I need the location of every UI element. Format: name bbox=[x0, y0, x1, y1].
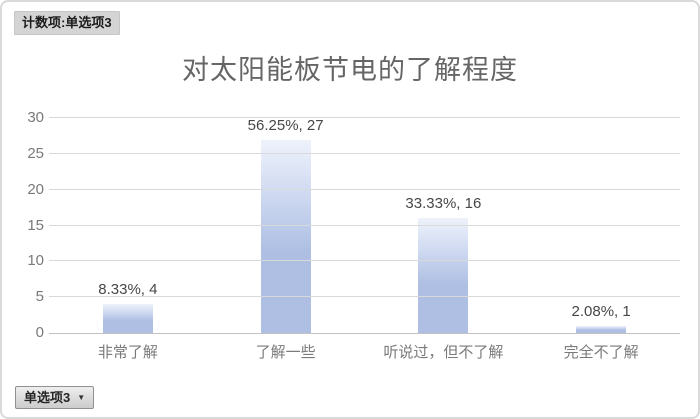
filter-button-label: 单选项3 bbox=[24, 390, 71, 405]
gridline-30 bbox=[49, 117, 680, 118]
bar-slot: 33.33%, 16 bbox=[365, 118, 523, 333]
bar-1 bbox=[102, 304, 153, 333]
x-category-label-1: 非常了解 bbox=[97, 344, 158, 361]
y-tick-label-20: 20 bbox=[27, 180, 44, 198]
bar-slot: 2.08%, 1 bbox=[522, 118, 680, 333]
plot-area: 8.33%, 4 56.25%, 27 33.33%, 16 2.08%, 1 bbox=[49, 116, 680, 334]
bar-4 bbox=[576, 325, 627, 333]
data-label-2: 56.25%, 27 bbox=[247, 116, 324, 134]
y-axis: 0 5 10 15 20 25 30 bbox=[12, 109, 44, 341]
y-tick-label-30: 30 bbox=[27, 109, 44, 126]
chart-title: 对太阳能板节电的了解程度 bbox=[182, 55, 518, 85]
y-tick-label-5: 5 bbox=[35, 288, 44, 306]
data-label-4: 2.08%, 1 bbox=[571, 302, 631, 320]
y-tick-label-25: 25 bbox=[27, 144, 44, 162]
pivot-value-field-button[interactable]: 计数项:单选项3 bbox=[14, 11, 120, 35]
gridline-25 bbox=[49, 152, 680, 154]
y-tick-label-15: 15 bbox=[27, 216, 44, 234]
dropdown-arrow-icon: ▼ bbox=[77, 393, 86, 402]
x-category-label-2: 了解一些 bbox=[255, 344, 316, 361]
gridline-5 bbox=[49, 296, 680, 298]
bar-slot: 8.33%, 4 bbox=[49, 118, 207, 333]
gridline-15 bbox=[49, 224, 680, 226]
gridline-0 bbox=[49, 333, 680, 334]
bar-slot: 56.25%, 27 bbox=[207, 116, 365, 333]
x-category-label-4: 完全不了解 bbox=[563, 344, 639, 361]
data-label-3: 33.33%, 16 bbox=[405, 195, 482, 213]
pivot-axis-filter-button[interactable]: 单选项3 ▼ bbox=[15, 386, 95, 409]
gridline-10 bbox=[49, 260, 680, 262]
gridline-20 bbox=[49, 188, 680, 190]
data-label-1: 8.33%, 4 bbox=[98, 281, 158, 299]
x-axis: 非常了解 了解一些 听说过，但不了解 完全不了解 bbox=[49, 343, 680, 363]
y-tick-label-0: 0 bbox=[35, 324, 44, 341]
x-category-label-3: 听说过，但不了解 bbox=[383, 344, 504, 361]
bar-series: 8.33%, 4 56.25%, 27 33.33%, 16 2.08%, 1 bbox=[49, 116, 680, 333]
bar-3 bbox=[418, 218, 469, 333]
y-tick-label-10: 10 bbox=[27, 252, 44, 270]
bar-2 bbox=[260, 139, 311, 333]
